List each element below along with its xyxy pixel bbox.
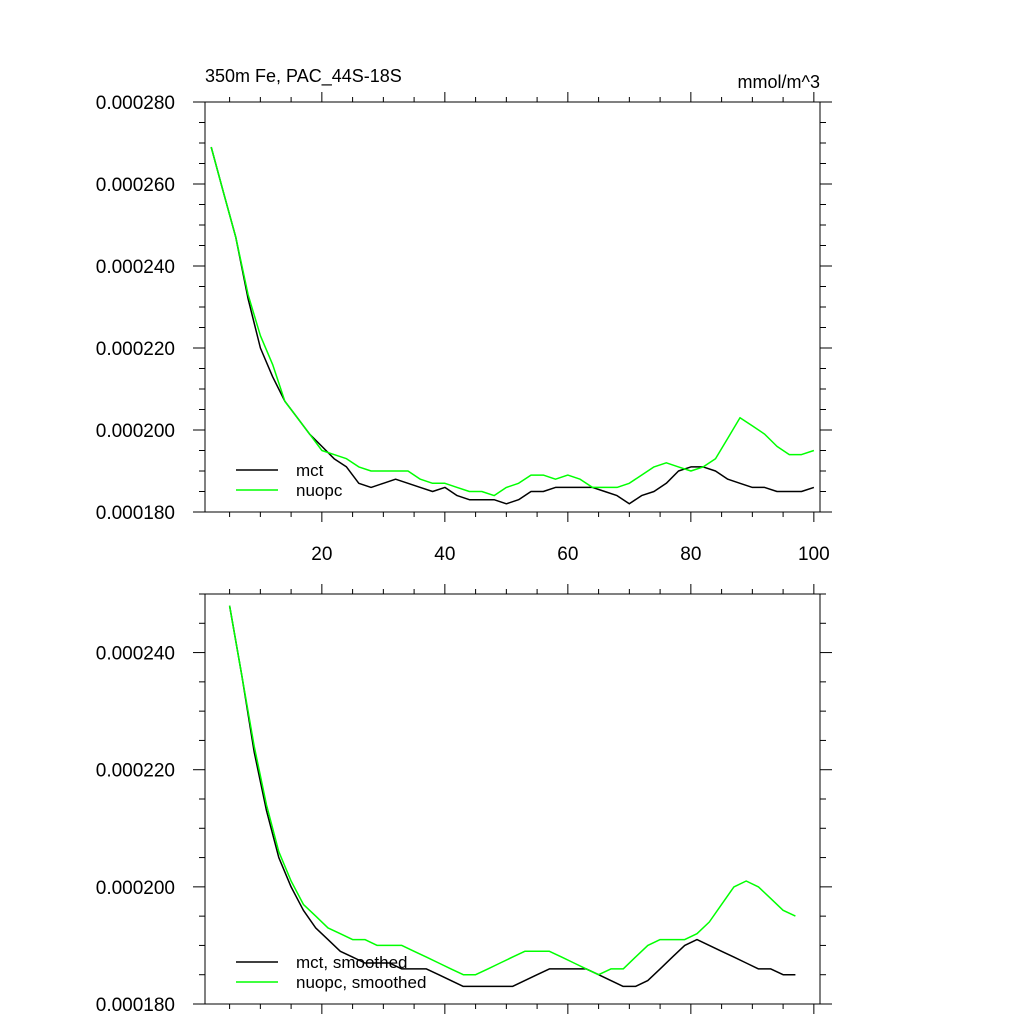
chart-panel-1: 0.000180 0.000200 0.000220 0.000240 0.000260… xyxy=(96,66,832,565)
x-tick-label: 40 xyxy=(434,544,455,565)
y-tick-label: 0.000240 xyxy=(96,644,175,665)
y-tick-label: 0.000240 xyxy=(96,257,175,278)
legend-label: mct, smoothed xyxy=(296,953,408,972)
y-axis-ticks xyxy=(193,101,832,513)
series-line-nuopc-smoothed xyxy=(228,605,796,976)
chart-panel-2: 0.000180 0.000200 0.000220 0.000240 mct, smo… xyxy=(96,584,832,1016)
legend-label: nuopc xyxy=(296,481,343,500)
x-tick-label: 60 xyxy=(557,544,578,565)
chart-title: 350m Fe, PAC_44S-18S xyxy=(205,66,402,87)
plot-frame xyxy=(204,101,821,513)
series-line-mct xyxy=(210,146,815,505)
plot-frame xyxy=(204,593,821,1005)
y-tick-label: 0.000220 xyxy=(96,761,175,782)
series-line-nuopc xyxy=(210,146,815,497)
y-tick-label: 0.000200 xyxy=(96,878,175,899)
y-axis-ticks xyxy=(193,593,832,1005)
x-axis-ticks xyxy=(229,92,815,522)
legend-label: nuopc, smoothed xyxy=(296,973,426,992)
units-label: mmol/m^3 xyxy=(738,72,820,92)
y-tick-label: 0.000280 xyxy=(96,93,175,114)
x-tick-label: 100 xyxy=(798,544,830,565)
y-tick-label: 0.000220 xyxy=(96,339,175,360)
y-tick-label: 0.000180 xyxy=(96,503,175,524)
y-tick-label: 0.000200 xyxy=(96,421,175,442)
legend-label: mct xyxy=(296,461,324,480)
y-tick-label: 0.000260 xyxy=(96,175,175,196)
x-tick-label: 20 xyxy=(311,544,332,565)
x-tick-label: 80 xyxy=(680,544,701,565)
x-axis-ticks xyxy=(229,584,815,1014)
series-line-mct-smoothed xyxy=(228,605,796,988)
y-tick-label: 0.000180 xyxy=(96,995,175,1016)
